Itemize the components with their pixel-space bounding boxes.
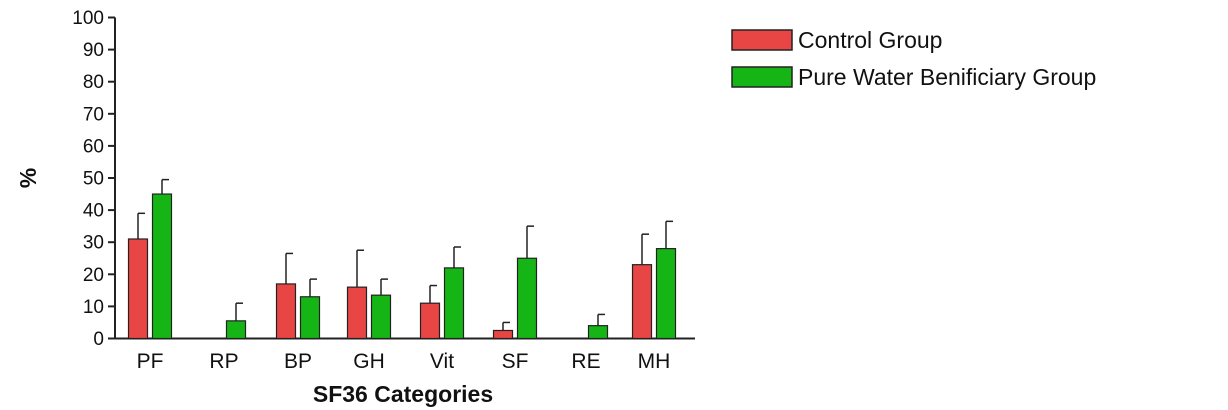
bar-pure-water-sf [516,257,538,340]
y-tick-label: 10 [83,297,104,318]
legend-label-control: Control Group [798,27,942,53]
bar-pure-water-vit [443,267,465,340]
bar-pure-water-pf [151,193,173,340]
bar-pure-water-bp [299,296,321,340]
bar-control-gh [346,286,368,340]
bar-pure-water-gh [370,294,392,340]
x-axis-title: SF36 Categories [313,381,493,407]
legend-label-pure-water: Pure Water Benificiary Group [798,64,1096,90]
x-tick-label: GH [353,350,385,373]
y-axis-title: % [15,168,41,188]
legend-swatch-control [731,29,793,51]
y-tick-label: 90 [83,40,104,61]
bar-control-pf [127,238,149,340]
y-tick-label: 40 [83,201,104,222]
legend-swatch-pure-water [731,66,793,88]
bar-control-vit [419,302,441,340]
bar-control-bp [275,283,297,340]
y-tick-label: 80 [83,72,104,93]
bar-pure-water-re [587,325,609,340]
y-tick-label: 60 [83,136,104,157]
y-tick-label: 30 [83,233,104,254]
bar-pure-water-rp [225,320,247,340]
y-tick-label: 0 [93,329,104,350]
plot-area: 0 10 20 30 40 50 60 70 80 90 100 PF RP BP GH Vit SF RE MH [72,8,695,373]
x-tick-label: RP [209,350,238,373]
x-tick-label: RE [571,350,600,373]
bar-control-sf [492,329,514,340]
x-tick-label: MH [638,350,671,373]
y-tick-label: 100 [72,8,104,29]
x-tick-label: PF [137,350,164,373]
y-tick-label: 70 [83,104,104,125]
y-tick-label: 20 [83,265,104,286]
bar-pure-water-mh [655,248,677,340]
bar-control-mh [631,264,653,340]
legend: Control Group Pure Water Benificiary Gro… [731,27,1096,90]
x-tick-label: SF [502,350,529,373]
x-tick-label: BP [284,350,312,373]
y-tick-label: 50 [83,169,104,190]
x-tick-label: Vit [430,350,454,373]
